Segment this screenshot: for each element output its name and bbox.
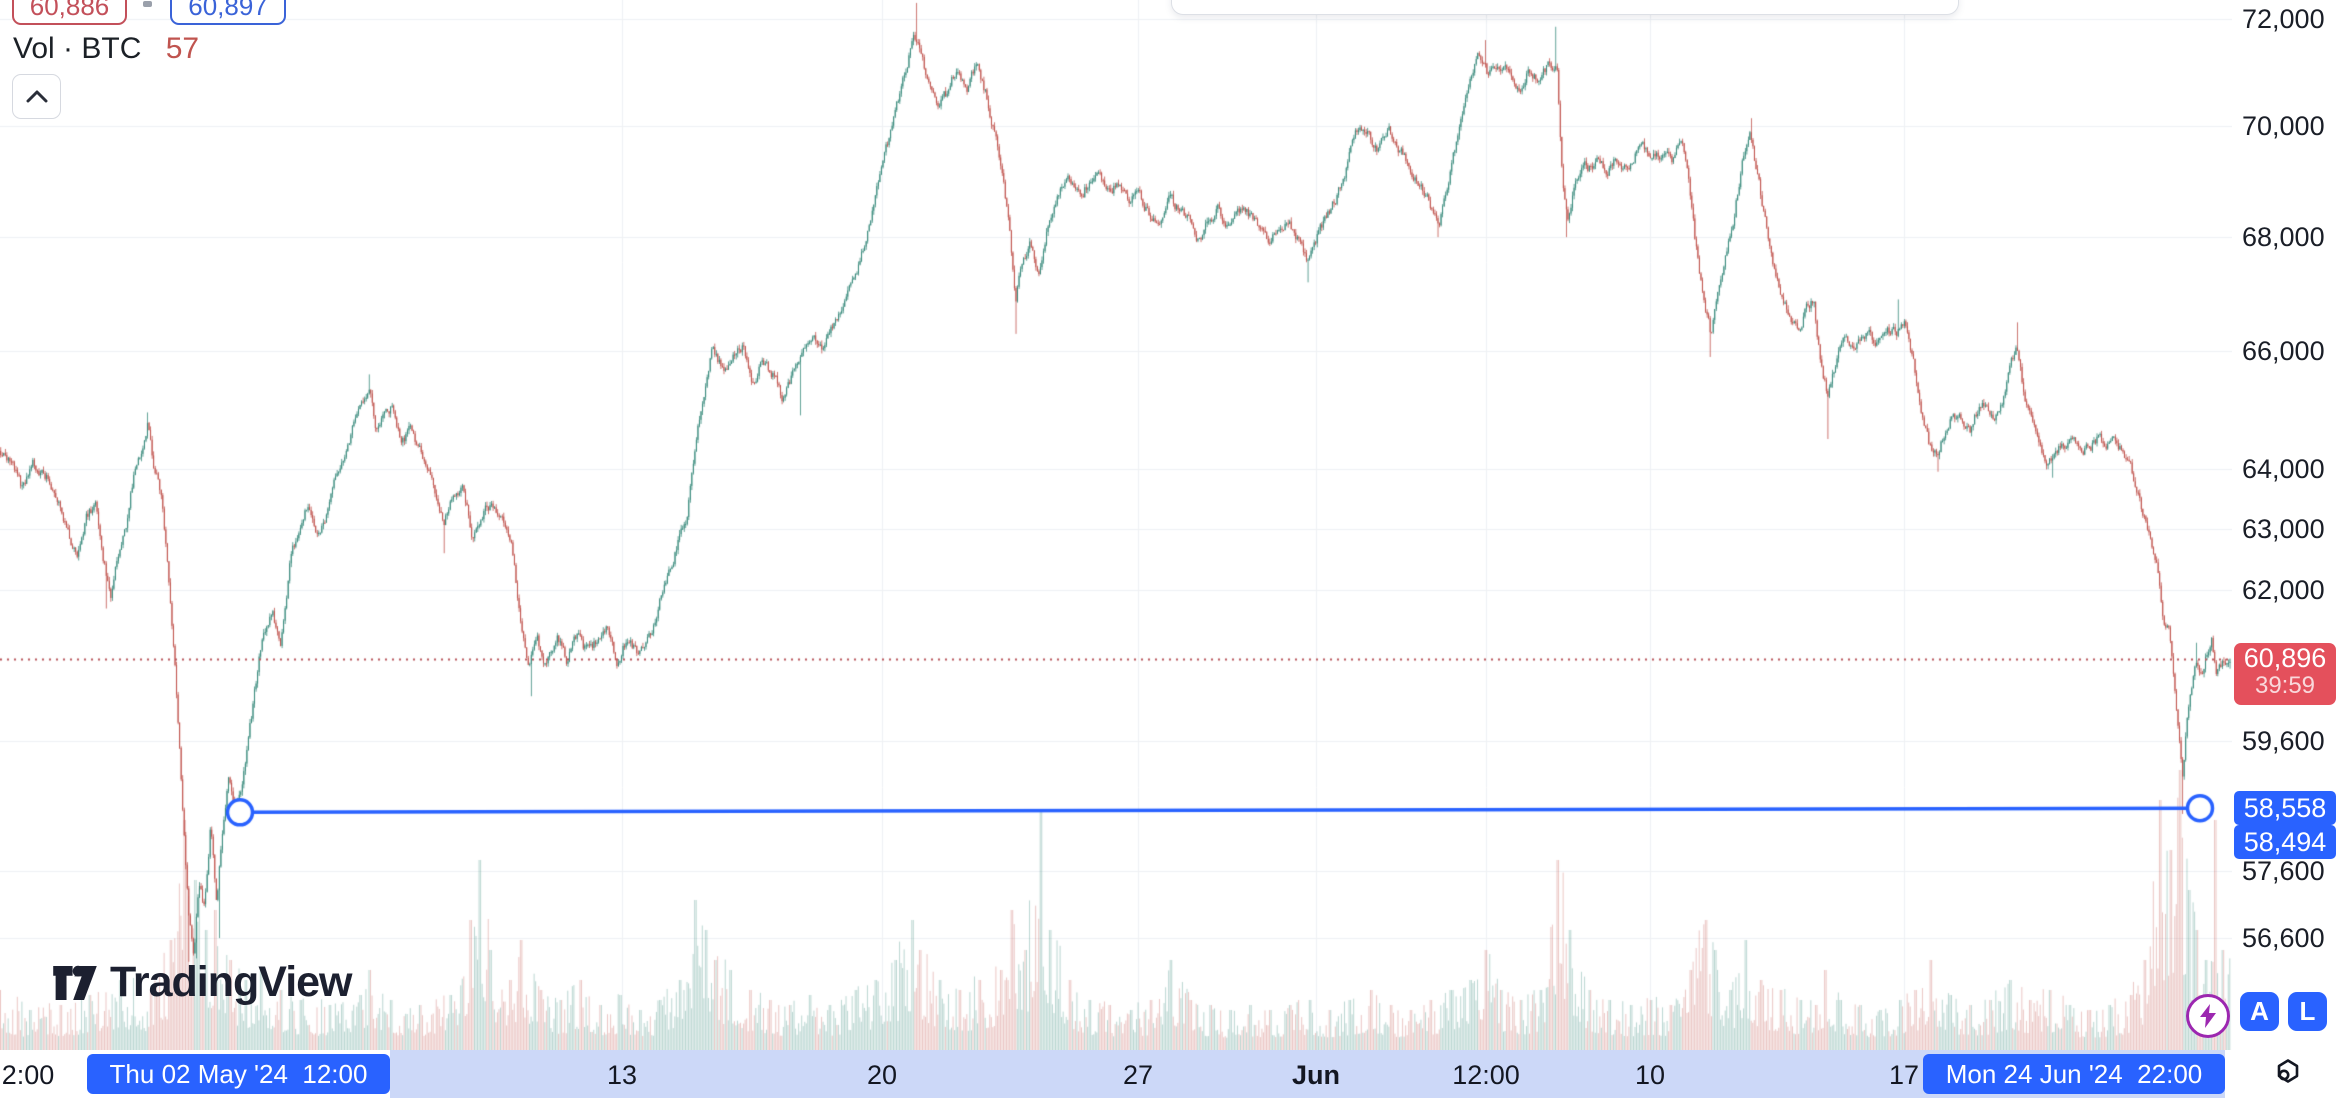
price-axis[interactable]: 72,000 70,000 68,000 66,000 64,000 63,000 62,0…	[2232, 0, 2340, 1050]
time-axis-label: 10	[1634, 1060, 1666, 1090]
time-axis[interactable]: 2:00 13 20 27 Jun 12:00 10 17 Thu 02 May '24 12…	[0, 1050, 2340, 1098]
chevron-up-icon	[26, 90, 47, 103]
auto-scale-label: A	[2250, 996, 2269, 1026]
last-price-value: 60,896	[2243, 642, 2327, 673]
floating-drawing-toolbar[interactable]	[1171, 0, 1959, 15]
gear-icon	[2277, 1059, 2299, 1083]
spread-separator	[143, 1, 152, 7]
tradingview-mark-icon	[53, 965, 97, 1000]
log-scale-button[interactable]: L	[2288, 992, 2327, 1031]
price-axis-label: 63,000	[2242, 513, 2325, 544]
price-axis-label: 72,000	[2242, 3, 2325, 34]
log-scale-label: L	[2299, 996, 2316, 1026]
volume-indicator-label: Vol · BTC	[13, 32, 142, 65]
bar-countdown: 39:59	[2254, 671, 2316, 699]
sell-price-button[interactable]: 60,886	[12, 0, 127, 25]
price-axis-label: 66,000	[2242, 336, 2325, 367]
sell-price-label: 60,886	[29, 0, 110, 21]
time-axis-label: 27	[1122, 1060, 1154, 1090]
selected-range-band	[390, 1050, 2225, 1098]
line-tool-price-badge-top: 58,558	[2234, 791, 2336, 826]
volume-indicator-value: 57	[165, 32, 200, 65]
time-axis-label: 2:00	[1, 1060, 55, 1090]
buy-price-label: 60,897	[188, 0, 268, 21]
lightning-bolt-icon	[2200, 1004, 2216, 1028]
price-axis-label: 57,600	[2242, 856, 2325, 887]
collapse-panel-button[interactable]	[12, 74, 61, 119]
time-axis-label: 12:00	[1452, 1060, 1520, 1090]
price-axis-label: 59,600	[2242, 725, 2325, 756]
volume-indicator-row: Vol · BTC 57	[13, 32, 199, 66]
price-axis-label: 68,000	[2242, 222, 2325, 253]
tradingview-logo[interactable]: TradingView	[52, 958, 352, 1007]
last-price-badge: 60,896 39:59	[2234, 642, 2336, 705]
time-axis-label: Jun	[1291, 1060, 1341, 1090]
tradingview-wordmark: TradingView	[110, 958, 352, 1006]
time-axis-label: 17	[1888, 1060, 1920, 1090]
auto-scale-button[interactable]: A	[2240, 992, 2279, 1031]
time-range-badge: Thu 02 May '24 12:00	[87, 1054, 390, 1094]
time-axis-settings-button[interactable]	[2265, 1056, 2303, 1094]
instant-trading-button[interactable]	[2186, 994, 2230, 1038]
line-tool-price-badge-bottom: 58,494	[2234, 825, 2336, 860]
price-axis-label: 64,000	[2242, 453, 2325, 484]
price-axis-label: 70,000	[2242, 111, 2325, 142]
time-axis-label: 13	[606, 1060, 638, 1090]
buy-price-button[interactable]: 60,897	[170, 0, 286, 25]
candlestick-chart-canvas[interactable]	[0, 0, 2232, 1050]
time-range-badge: Mon 24 Jun '24 22:00	[1923, 1054, 2225, 1094]
time-axis-label: 20	[866, 1060, 898, 1090]
price-axis-label: 56,600	[2242, 923, 2325, 954]
price-axis-label: 62,000	[2242, 575, 2325, 605]
